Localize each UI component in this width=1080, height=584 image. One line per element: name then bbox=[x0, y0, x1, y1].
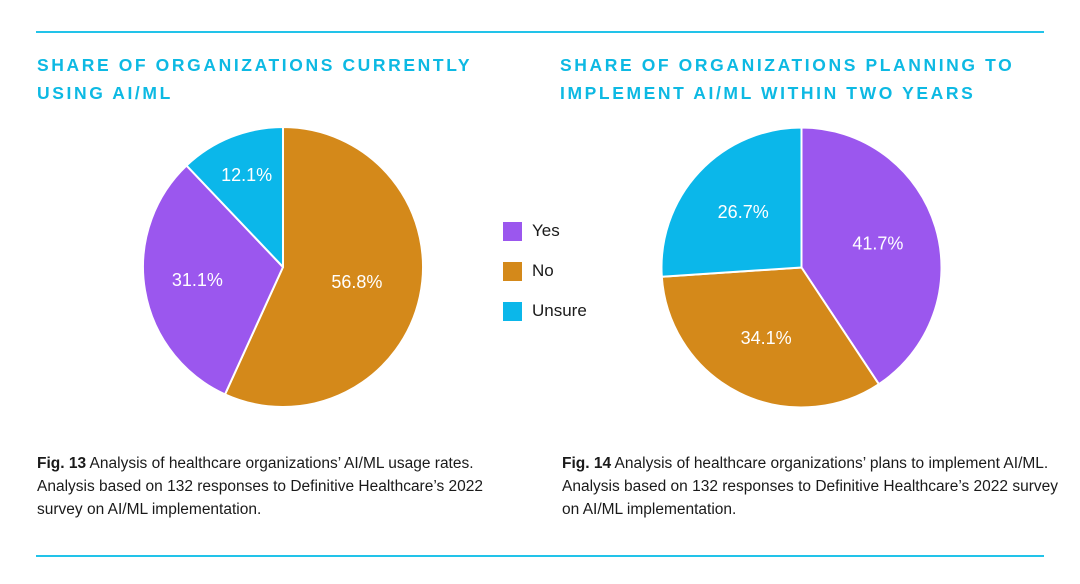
figure-14-label: Fig. 14 bbox=[562, 455, 612, 472]
pie-chart-current-usage: 56.8% 31.1% 12.1% bbox=[142, 126, 424, 408]
chart-14-slice-no bbox=[660, 266, 880, 409]
legend-label-unsure: Unsure bbox=[532, 301, 587, 320]
chart-13-label-unsure: 12.1% bbox=[221, 165, 272, 185]
chart-13-slice-unsure bbox=[185, 126, 284, 268]
legend-item-yes: Yes bbox=[503, 219, 587, 243]
figure-14-caption: Fig. 14 Analysis of healthcare organizat… bbox=[562, 452, 1062, 521]
legend-swatch-unsure bbox=[503, 301, 522, 321]
chart-14-title: SHARE OF ORGANIZATIONS PLANNING TO IMPLE… bbox=[560, 55, 1015, 103]
figure-13-text: Analysis of healthcare organizations’ AI… bbox=[37, 455, 484, 518]
chart-13-slice-yes bbox=[142, 164, 284, 396]
legend: Yes No Unsure bbox=[503, 219, 587, 339]
chart-14-label-unsure: 26.7% bbox=[718, 202, 769, 222]
legend-label-no: No bbox=[532, 261, 554, 280]
figure-14-text: Analysis of healthcare organizations’ pl… bbox=[562, 455, 1058, 518]
bottom-divider bbox=[36, 555, 1044, 557]
legend-label-yes: Yes bbox=[532, 221, 560, 240]
figure-13-caption: Fig. 13 Analysis of healthcare organizat… bbox=[37, 452, 517, 521]
chart-14-slice-unsure bbox=[660, 126, 803, 278]
chart-13-label-no: 56.8% bbox=[331, 272, 382, 292]
top-divider bbox=[36, 31, 1044, 33]
figure-13-label: Fig. 13 bbox=[37, 455, 87, 472]
chart-14-label-yes: 41.7% bbox=[852, 233, 903, 253]
chart-13-title: SHARE OF ORGANIZATIONS CURRENTLY USING A… bbox=[37, 55, 472, 103]
pie-chart-planned-implementation: 41.7% 34.1% 26.7% bbox=[660, 126, 943, 409]
legend-swatch-no bbox=[503, 261, 522, 281]
legend-swatch-yes bbox=[503, 221, 522, 241]
chart-13-label-yes: 31.1% bbox=[172, 270, 223, 290]
chart-14-label-no: 34.1% bbox=[741, 328, 792, 348]
chart-13-slice-no bbox=[223, 126, 424, 408]
legend-item-no: No bbox=[503, 259, 587, 283]
legend-item-unsure: Unsure bbox=[503, 299, 587, 323]
